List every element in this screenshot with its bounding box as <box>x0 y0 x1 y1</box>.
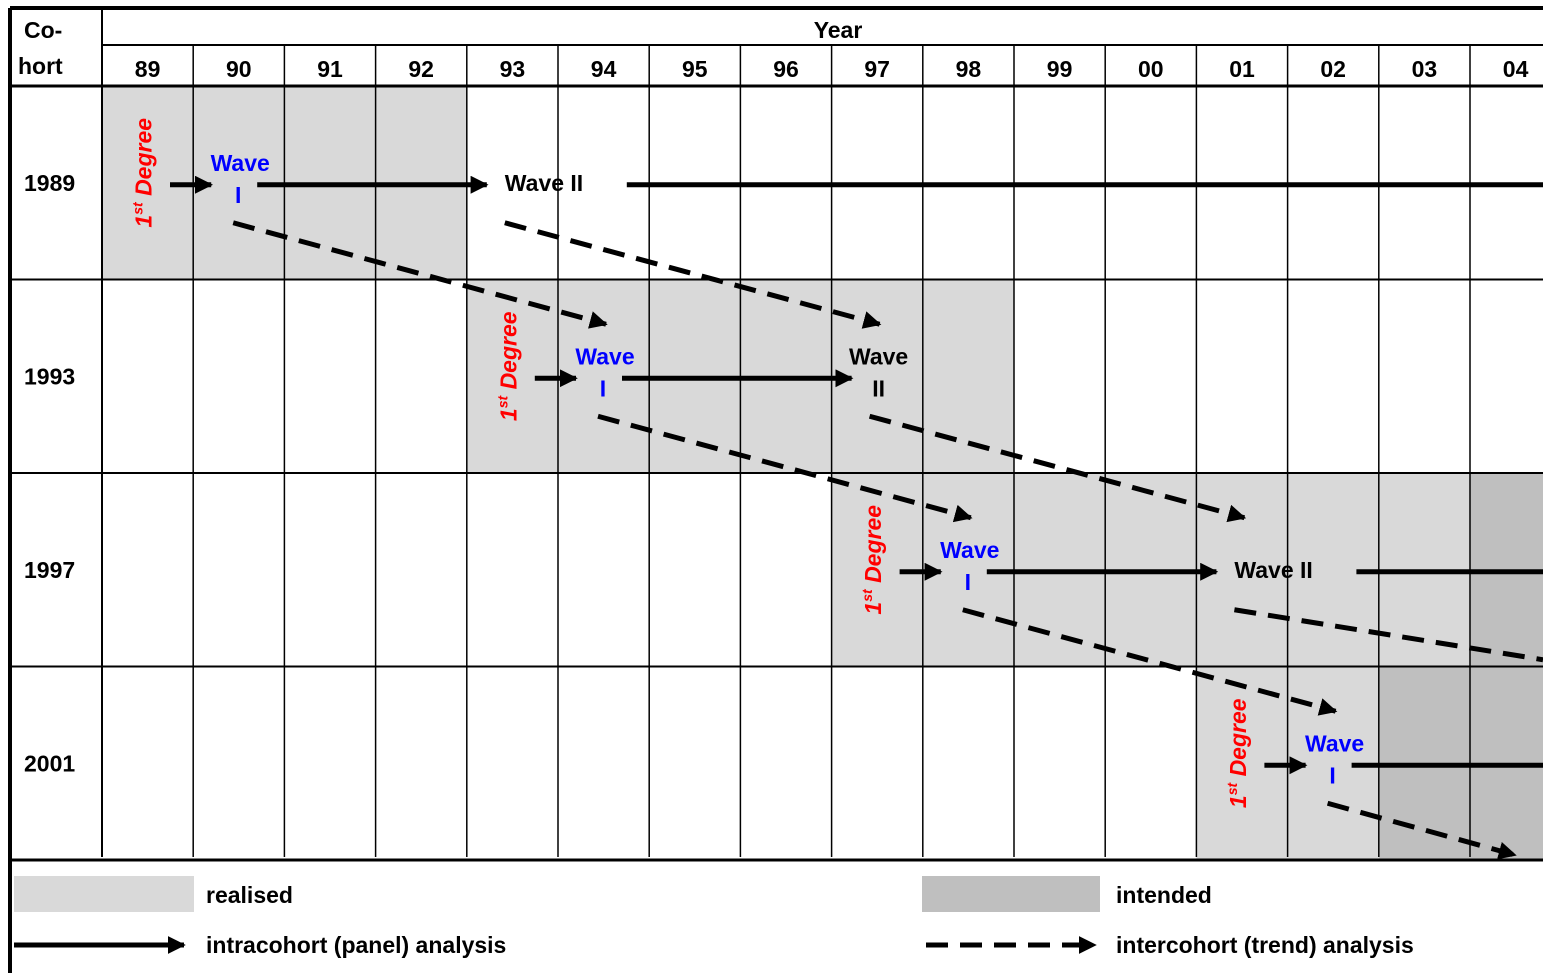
cohort-label: 1997 <box>24 557 75 583</box>
wave1-label: I <box>965 569 971 595</box>
year-label: 02 <box>1320 56 1346 82</box>
wave2-label: II <box>872 375 885 401</box>
legend-intercohort-label: intercohort (trend) analysis <box>1116 932 1414 958</box>
wave1-label: I <box>235 182 241 208</box>
trend-arrow-wave2 <box>504 220 882 329</box>
year-label: 93 <box>500 56 526 82</box>
year-label: 91 <box>317 56 343 82</box>
cohort-labels: 1989 1993 1997 2001 <box>24 170 75 777</box>
trend-arrow-wave1 <box>232 220 608 329</box>
year-label: 01 <box>1229 56 1255 82</box>
legend: realised intended intracohort (panel) an… <box>14 876 1414 958</box>
year-label: 97 <box>864 56 890 82</box>
first-degree-label: 1st Degree <box>130 118 157 228</box>
year-label: 96 <box>773 56 799 82</box>
legend-intended-swatch <box>922 876 1100 912</box>
first-degree-label: 1st Degree <box>1224 698 1251 808</box>
cohort-header-line1: Co- <box>24 17 62 43</box>
wave1-label: Wave <box>575 343 634 369</box>
year-label: 00 <box>1138 56 1164 82</box>
year-label: 98 <box>956 56 982 82</box>
year-label: 03 <box>1412 56 1438 82</box>
year-labels: 89 90 91 92 93 94 95 96 97 98 99 00 01 02 03 04 <box>135 56 1529 82</box>
year-label: 92 <box>408 56 434 82</box>
cohort-label: 2001 <box>24 750 75 776</box>
legend-realised-swatch <box>14 876 194 912</box>
arrows-layer <box>170 175 1543 860</box>
wave2-label: Wave II <box>1234 557 1312 583</box>
wave2-label: Wave <box>849 343 908 369</box>
wave1-label: Wave <box>211 150 270 176</box>
legend-intracohort-label: intracohort (panel) analysis <box>206 932 506 958</box>
year-label: 90 <box>226 56 252 82</box>
year-label: 89 <box>135 56 161 82</box>
table-grid <box>8 6 1543 973</box>
trend-arrow-wave1 <box>597 413 973 523</box>
legend-realised-label: realised <box>206 882 293 908</box>
trend-arrow-wave2 <box>868 413 1247 523</box>
year-label: 99 <box>1047 56 1073 82</box>
wave1-label: Wave <box>1305 730 1364 756</box>
wave1-label: I <box>1329 762 1335 788</box>
first-degree-label: 1st Degree <box>494 311 521 421</box>
first-degree-label: 1st Degree <box>859 505 886 615</box>
wave1-label: Wave <box>940 537 999 563</box>
trend-arrow-wave2 <box>1234 607 1543 663</box>
cohort-label: 1993 <box>24 363 75 389</box>
year-label: 04 <box>1503 56 1529 82</box>
cohort-label: 1989 <box>24 170 75 196</box>
year-header: Year <box>814 17 863 43</box>
legend-intended-label: intended <box>1116 882 1212 908</box>
year-label: 95 <box>682 56 708 82</box>
wave2-label: Wave II <box>505 170 583 196</box>
year-label: 94 <box>591 56 617 82</box>
wave1-label: I <box>600 375 606 401</box>
trend-arrow-wave1 <box>962 607 1338 716</box>
cohort-header-line2: hort <box>18 53 63 79</box>
